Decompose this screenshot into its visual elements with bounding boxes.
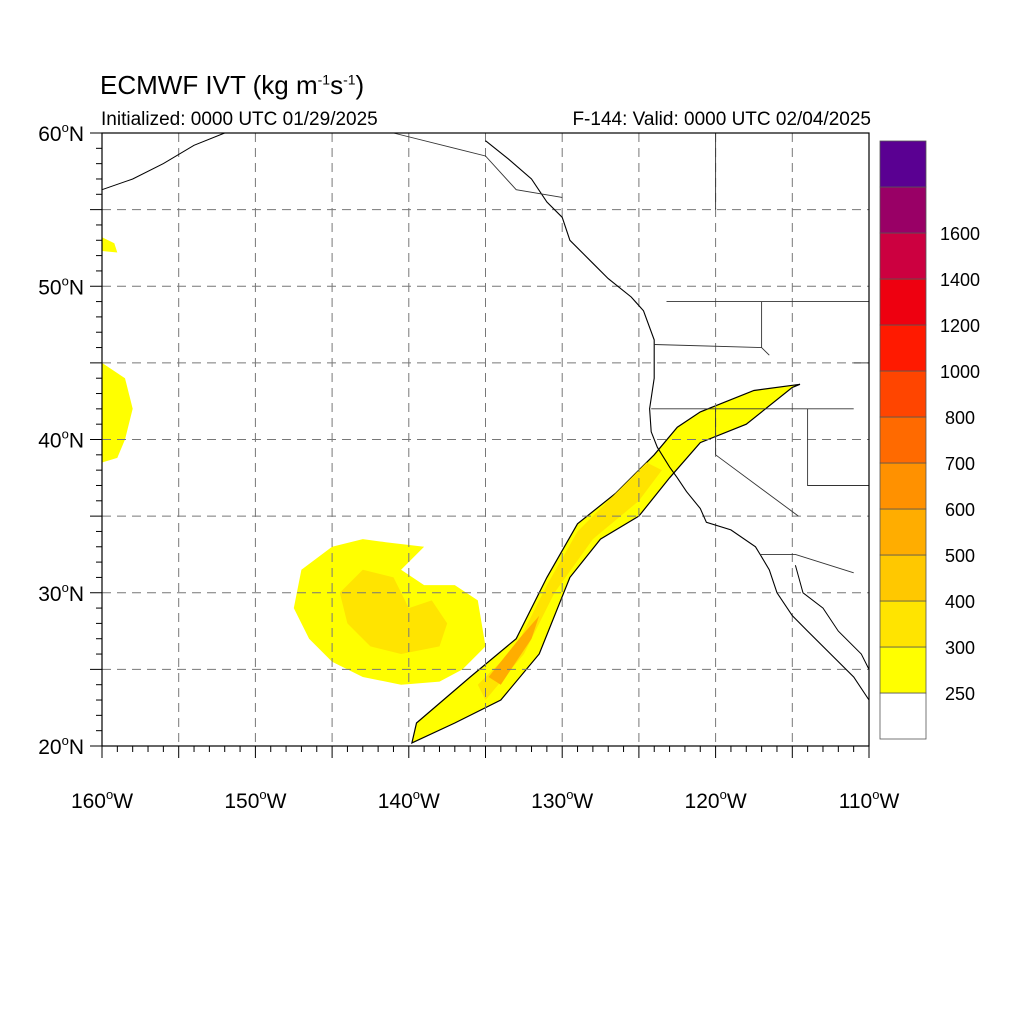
colorbar-swatch: [879, 646, 927, 694]
colorbar-swatch: [879, 232, 927, 280]
colorbar-swatch: [879, 324, 927, 372]
political-border: [393, 132, 563, 198]
colorbar: 250 300 400 500 600 700 800 1000 1200 1400 1600: [879, 140, 980, 740]
colorbar-label: 300: [945, 638, 975, 658]
colorbar-label: 500: [945, 546, 975, 566]
colorbar-label: 1400: [940, 270, 980, 290]
lon-label: 140oW: [378, 787, 440, 813]
lon-label: 130oW: [531, 787, 593, 813]
alaska-coast: [101, 132, 225, 191]
political-border: [715, 408, 799, 517]
graticule: [102, 133, 869, 746]
gulf-california-coast: [794, 565, 870, 670]
ivt-fill-layer: [102, 237, 801, 744]
ivt-cyclone-inner: [339, 569, 448, 654]
colorbar-swatch: [879, 278, 927, 326]
atmospheric-river-peak: [488, 615, 540, 685]
lon-label: 120oW: [685, 787, 747, 813]
axis-ticks: [90, 132, 870, 758]
lat-label: 20oN: [38, 733, 84, 759]
lon-label: 150oW: [224, 787, 286, 813]
lat-label: 40oN: [38, 427, 84, 453]
colorbar-swatch: [879, 186, 927, 234]
colorbar-swatch: [879, 370, 927, 418]
colorbar-label: 1600: [940, 224, 980, 244]
colorbar-label: 600: [945, 500, 975, 520]
axis-labels: 160oW 150oW 140oW 130oW 120oW 110oW 60oN 50oN 40…: [38, 120, 899, 813]
colorbar-swatch: [879, 416, 927, 464]
colorbar-label: 250: [945, 684, 975, 704]
lon-label: 160oW: [71, 787, 133, 813]
ivt-small-blob: [102, 237, 118, 253]
west-coast: [485, 140, 870, 701]
colorbar-swatch: [879, 554, 927, 602]
lat-label: 30oN: [38, 580, 84, 606]
ivt-west-blob: [102, 362, 133, 463]
political-border: [760, 553, 854, 574]
colorbar-label: 800: [945, 408, 975, 428]
lat-label: 50oN: [38, 273, 84, 299]
political-border: [761, 301, 770, 356]
political-border: [807, 408, 869, 486]
lon-label: 110oW: [839, 787, 900, 813]
political-border: [654, 344, 762, 349]
colorbar-label: 700: [945, 454, 975, 474]
atmospheric-river: [411, 383, 801, 744]
colorbar-swatch: [879, 140, 927, 188]
coastlines: [101, 132, 870, 701]
colorbar-swatch: [879, 600, 927, 648]
colorbar-label: 1200: [940, 316, 980, 336]
chart-title: ECMWF IVT (kg m-1s-1): [100, 70, 365, 100]
colorbar-label: 1000: [940, 362, 980, 382]
colorbar-swatch: [879, 508, 927, 556]
colorbar-swatch: [879, 692, 927, 740]
lat-label: 60oN: [38, 120, 84, 146]
valid-time: F-144: Valid: 0000 UTC 02/04/2025: [572, 109, 871, 130]
colorbar-swatch: [879, 462, 927, 510]
colorbar-label: 400: [945, 592, 975, 612]
initialized-time: Initialized: 0000 UTC 01/29/2025: [101, 109, 378, 130]
